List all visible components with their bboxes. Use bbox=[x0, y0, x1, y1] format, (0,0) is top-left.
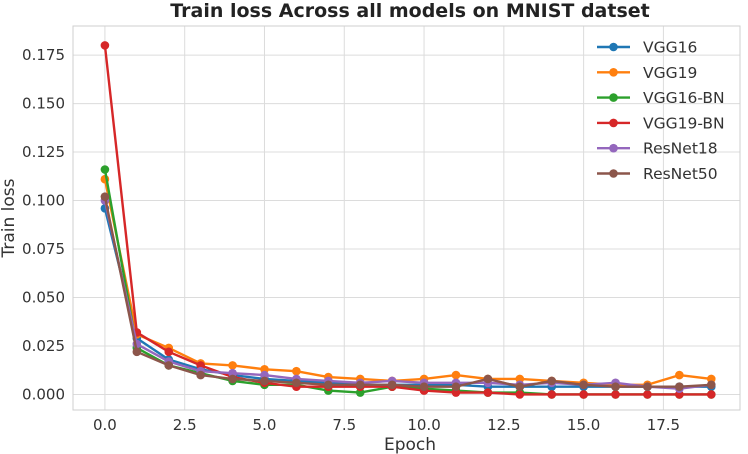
series-lines bbox=[100, 41, 716, 399]
x-tick-label: 7.5 bbox=[332, 416, 356, 434]
x-tick-label: 17.5 bbox=[647, 416, 680, 434]
legend-marker bbox=[609, 118, 618, 128]
y-tick-label: 0.075 bbox=[22, 240, 65, 258]
y-axis-label: Train loss bbox=[0, 178, 19, 258]
legend-label: ResNet18 bbox=[643, 140, 718, 158]
data-point bbox=[419, 382, 429, 392]
series-vgg19-bn bbox=[100, 41, 716, 399]
data-point bbox=[706, 390, 716, 399]
data-point bbox=[547, 390, 557, 399]
legend-entry: VGG19-BN bbox=[597, 114, 725, 132]
data-point bbox=[515, 382, 525, 392]
data-point bbox=[643, 382, 652, 392]
data-point bbox=[611, 382, 620, 392]
data-point bbox=[579, 390, 588, 399]
legend-entry: ResNet50 bbox=[597, 165, 718, 183]
data-point bbox=[451, 382, 461, 392]
plot-frame bbox=[72, 25, 741, 411]
series-line bbox=[103, 45, 712, 396]
data-point bbox=[483, 388, 493, 397]
data-point bbox=[451, 370, 461, 380]
data-point bbox=[611, 390, 620, 399]
data-point bbox=[292, 378, 301, 388]
legend-label: VGG16 bbox=[643, 39, 697, 57]
legend-label: ResNet50 bbox=[643, 165, 718, 183]
data-point bbox=[100, 41, 110, 50]
legend-marker bbox=[609, 42, 618, 52]
y-tick-label: 0.025 bbox=[22, 337, 65, 355]
legend: VGG16 VGG19 VGG16-BN VGG19-BN ResNet18 ResNet… bbox=[597, 39, 725, 183]
x-tick-label: 5.0 bbox=[253, 416, 277, 434]
legend-entry: VGG19 bbox=[597, 64, 697, 82]
data-point bbox=[196, 370, 205, 380]
data-point bbox=[706, 380, 716, 390]
y-tick-label: 0.175 bbox=[22, 46, 65, 64]
legend-marker bbox=[609, 93, 618, 102]
x-tick-label: 12.5 bbox=[487, 416, 520, 434]
data-point bbox=[132, 347, 142, 357]
series-resnet50 bbox=[100, 192, 716, 392]
y-tick-label: 0.000 bbox=[22, 385, 65, 403]
series-line bbox=[103, 200, 712, 390]
y-tick-label: 0.125 bbox=[22, 143, 65, 161]
legend-marker bbox=[609, 68, 618, 77]
series-line bbox=[103, 196, 712, 388]
data-point bbox=[228, 374, 237, 384]
y-axis-ticks: 0.000 0.025 0.050 0.075 0.100 0.125 0.150 0.175 bbox=[22, 46, 65, 403]
legend-marker bbox=[609, 169, 618, 178]
data-point bbox=[292, 366, 301, 376]
data-point bbox=[675, 370, 684, 380]
legend-label: VGG19-BN bbox=[643, 114, 725, 132]
data-point bbox=[260, 376, 269, 386]
data-point bbox=[547, 376, 557, 386]
y-tick-label: 0.150 bbox=[22, 95, 65, 113]
series-resnet18 bbox=[100, 196, 716, 393]
grid bbox=[73, 26, 740, 410]
legend-entry: ResNet18 bbox=[597, 140, 718, 158]
data-point bbox=[228, 361, 237, 370]
chart-title: Train loss Across all models on MNIST da… bbox=[170, 0, 650, 22]
legend-label: VGG19 bbox=[643, 64, 697, 82]
series-line bbox=[103, 178, 712, 386]
legend-label: VGG16-BN bbox=[643, 89, 725, 107]
data-point bbox=[324, 380, 333, 390]
data-point bbox=[100, 165, 110, 174]
x-tick-label: 0.0 bbox=[93, 416, 117, 434]
data-point bbox=[483, 374, 493, 384]
x-axis-ticks: 0.0 2.5 5.0 7.5 10.0 12.5 15.0 17.5 bbox=[93, 416, 680, 434]
x-tick-label: 15.0 bbox=[567, 416, 600, 434]
x-tick-label: 2.5 bbox=[173, 416, 197, 434]
x-axis-label: Epoch bbox=[384, 435, 436, 454]
data-point bbox=[579, 380, 588, 390]
legend-entry: VGG16 bbox=[597, 39, 697, 57]
legend-marker bbox=[609, 143, 618, 153]
y-tick-label: 0.100 bbox=[22, 192, 65, 210]
data-point bbox=[643, 390, 652, 399]
data-point bbox=[100, 192, 110, 201]
data-point bbox=[164, 361, 174, 370]
data-point bbox=[355, 380, 365, 390]
y-tick-label: 0.050 bbox=[22, 289, 65, 307]
legend-entry: VGG16-BN bbox=[597, 89, 725, 107]
data-point bbox=[164, 347, 174, 357]
x-tick-label: 10.0 bbox=[407, 416, 440, 434]
data-point bbox=[515, 390, 525, 399]
series-vgg19 bbox=[100, 174, 716, 390]
data-point bbox=[675, 382, 684, 392]
data-point bbox=[387, 380, 397, 390]
